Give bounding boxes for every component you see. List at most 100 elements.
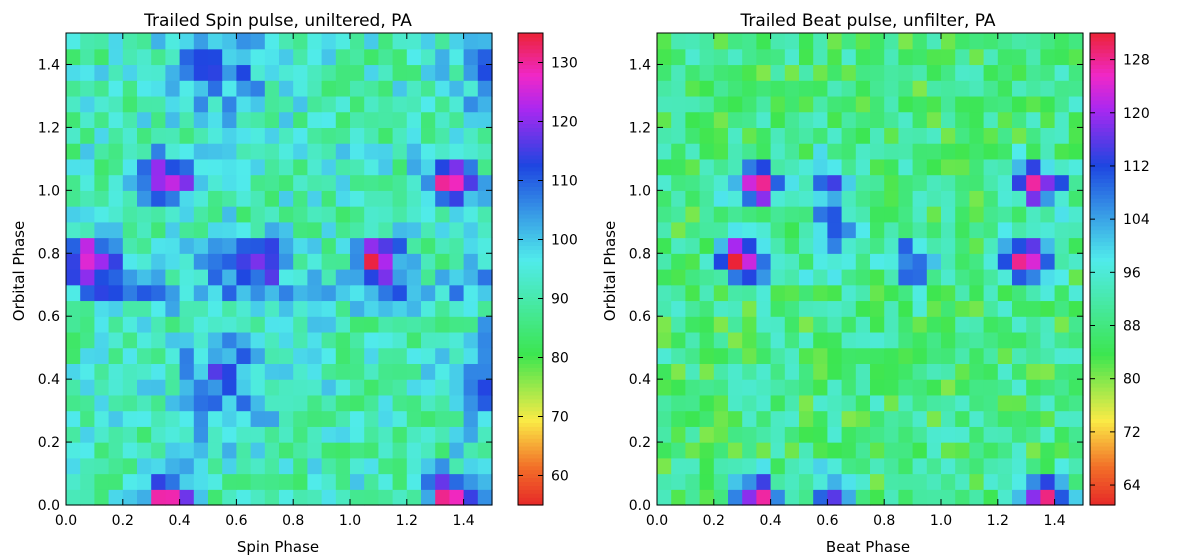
heatmap-cell xyxy=(1068,48,1084,66)
heatmap-cell xyxy=(827,190,843,207)
heatmap-cell xyxy=(1040,363,1056,380)
colorbar-segment xyxy=(1090,280,1115,286)
heatmap-cell xyxy=(321,253,337,270)
heatmap-cell xyxy=(108,363,124,380)
heatmap-cell xyxy=(477,127,493,144)
heatmap-cell xyxy=(335,95,351,113)
heatmap-cell xyxy=(770,221,786,239)
heatmap-cell xyxy=(94,473,110,490)
heatmap-cell xyxy=(1054,206,1070,223)
heatmap-cell xyxy=(122,48,138,66)
heatmap-cell xyxy=(392,489,408,506)
heatmap-cell xyxy=(80,48,95,66)
heatmap-cell xyxy=(264,331,280,349)
colorbar-segment xyxy=(518,422,543,427)
heatmap-cell xyxy=(898,284,914,302)
heatmap-cell xyxy=(151,158,166,176)
heatmap-cell xyxy=(827,80,843,97)
heatmap-cell xyxy=(713,111,729,128)
heatmap-cell xyxy=(151,379,166,396)
heatmap-cell xyxy=(742,300,757,317)
heatmap-cell xyxy=(912,158,928,176)
heatmap-cell xyxy=(1054,347,1070,364)
heatmap-cell xyxy=(799,33,814,50)
heatmap-cell xyxy=(941,426,956,443)
colorbar-segment xyxy=(1090,186,1115,191)
beat-y-tick-label: 0.4 xyxy=(629,372,651,388)
heatmap-cell xyxy=(955,48,970,66)
heatmap-cell xyxy=(941,269,956,286)
heatmap-cell xyxy=(926,64,942,81)
heatmap-cell xyxy=(108,331,124,349)
heatmap-cell xyxy=(350,426,365,443)
colorbar-segment xyxy=(518,457,543,463)
heatmap-cell xyxy=(335,253,351,270)
colorbar-segment xyxy=(1090,269,1115,274)
heatmap-cell xyxy=(955,174,970,191)
heatmap-cell xyxy=(222,426,237,443)
heatmap-cell xyxy=(799,206,814,223)
heatmap-cell xyxy=(784,206,800,223)
heatmap-cell xyxy=(435,95,450,113)
heatmap-cell xyxy=(449,284,465,302)
heatmap-cell xyxy=(713,394,729,412)
heatmap-cell xyxy=(813,64,828,81)
heatmap-cell xyxy=(193,284,209,302)
heatmap-cell xyxy=(728,379,743,396)
colorbar-segment xyxy=(518,387,543,392)
heatmap-cell xyxy=(94,331,110,349)
heatmap-cell xyxy=(699,33,715,50)
heatmap-cell xyxy=(321,473,337,490)
heatmap-cell xyxy=(969,64,985,81)
heatmap-cell xyxy=(898,237,914,254)
heatmap-cell xyxy=(449,206,465,223)
heatmap-cell xyxy=(321,410,337,427)
heatmap-cell xyxy=(208,33,223,50)
heatmap-cell xyxy=(406,347,422,364)
heatmap-cell xyxy=(137,457,152,475)
heatmap-cell xyxy=(1040,48,1056,66)
heatmap-cell xyxy=(293,300,308,317)
heatmap-cell xyxy=(463,284,479,302)
heatmap-cell xyxy=(378,426,394,443)
heatmap-cell xyxy=(378,174,394,191)
heatmap-cell xyxy=(321,95,337,113)
heatmap-cell xyxy=(80,95,95,113)
heatmap-cell xyxy=(713,410,729,427)
heatmap-cell xyxy=(941,394,956,412)
heatmap-cell xyxy=(307,394,323,412)
heatmap-cell xyxy=(784,442,800,459)
heatmap-cell xyxy=(855,331,871,349)
heatmap-cell xyxy=(784,127,800,144)
heatmap-cell xyxy=(307,221,323,239)
heatmap-cell xyxy=(728,80,743,97)
heatmap-cell xyxy=(151,111,166,128)
heatmap-cell xyxy=(1012,457,1027,475)
heatmap-cell xyxy=(165,48,181,66)
heatmap-cell xyxy=(728,95,743,113)
heatmap-cell xyxy=(222,331,237,349)
heatmap-cell xyxy=(165,379,181,396)
heatmap-cell xyxy=(421,442,436,459)
heatmap-cell xyxy=(1068,237,1084,254)
heatmap-cell xyxy=(713,363,729,380)
heatmap-cell xyxy=(193,363,209,380)
heatmap-cell xyxy=(827,331,843,349)
heatmap-cell xyxy=(685,331,701,349)
heatmap-cell xyxy=(799,426,814,443)
heatmap-cell xyxy=(94,221,110,239)
heatmap-cell xyxy=(898,127,914,144)
heatmap-cell xyxy=(898,190,914,207)
heatmap-cell xyxy=(421,363,436,380)
colorbar-segment xyxy=(518,162,543,168)
colorbar-segment xyxy=(518,339,543,345)
heatmap-cell xyxy=(463,457,479,475)
heatmap-cell xyxy=(108,410,124,427)
heatmap-cell xyxy=(406,331,422,349)
heatmap-cell xyxy=(222,410,237,427)
heatmap-cell xyxy=(855,221,871,239)
heatmap-cell xyxy=(165,489,181,506)
heatmap-cell xyxy=(784,473,800,490)
heatmap-cell xyxy=(293,158,308,176)
heatmap-cell xyxy=(335,206,351,223)
